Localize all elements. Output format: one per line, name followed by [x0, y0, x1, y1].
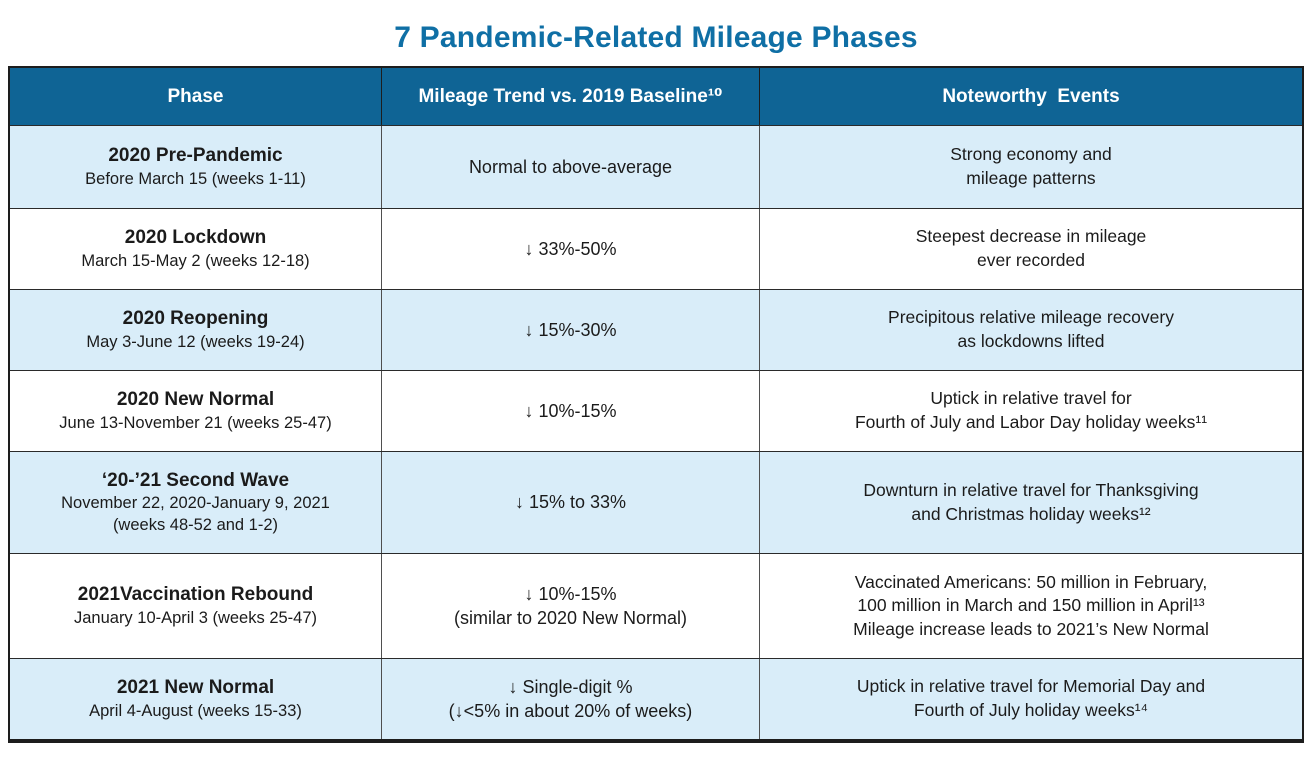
phase-name: 2021Vaccination Rebound: [77, 583, 314, 605]
events-cell: Downturn in relative travel for Thanksgi…: [760, 452, 1302, 553]
phase-name: 2020 Pre-Pandemic: [108, 144, 283, 166]
phase-dates: January 10-April 3 (weeks 25-47): [73, 608, 318, 627]
phase-dates: March 15-May 2 (weeks 12-18): [81, 251, 310, 270]
column-header-mileage-trend: Mileage Trend vs. 2019 Baseline¹⁰: [382, 68, 760, 125]
phase-name: 2021 New Normal: [116, 676, 275, 698]
table-row: ‘20-’21 Second Wave November 22, 2020-Ja…: [10, 451, 1302, 553]
phase-name: 2020 Reopening: [122, 307, 269, 329]
table-row: 2020 Reopening May 3-June 12 (weeks 19-2…: [10, 289, 1302, 370]
table-header-row: Phase Mileage Trend vs. 2019 Baseline¹⁰ …: [10, 68, 1302, 125]
table-row: 2021Vaccination Rebound January 10-April…: [10, 553, 1302, 658]
page-title: 7 Pandemic-Related Mileage Phases: [394, 21, 918, 54]
events-cell: Steepest decrease in mileage ever record…: [915, 226, 1147, 270]
phase-name: ‘20-’21 Second Wave: [101, 469, 290, 491]
trend-cell: ↓ 33%-50%: [382, 209, 760, 289]
trend-cell: ↓ 15%-30%: [382, 290, 760, 370]
phase-dates: April 4-August (weeks 15-33): [89, 701, 302, 720]
phase-dates: May 3-June 12 (weeks 19-24): [86, 332, 305, 351]
column-header-noteworthy-events: Noteworthy Events: [760, 68, 1302, 125]
phase-name: 2020 New Normal: [116, 388, 275, 410]
phase-name: 2020 Lockdown: [124, 226, 267, 248]
table-row: 2020 Pre-Pandemic Before March 15 (weeks…: [10, 125, 1302, 208]
trend-cell: ↓ 15% to 33%: [382, 452, 760, 553]
events-cell: Precipitous relative mileage recovery as…: [760, 290, 1302, 370]
table-row: 2021 New Normal April 4-August (weeks 15…: [10, 658, 1302, 739]
trend-cell: ↓ 10%-15% (similar to 2020 New Normal): [382, 554, 760, 658]
table-row: 2020 New Normal June 13-November 21 (wee…: [10, 370, 1302, 451]
column-header-phase: Phase: [10, 68, 382, 125]
phase-cell: ‘20-’21 Second Wave November 22, 2020-Ja…: [10, 452, 382, 553]
events-cell: Uptick in relative travel for Fourth of …: [854, 388, 1208, 432]
mileage-phases-table: Phase Mileage Trend vs. 2019 Baseline¹⁰ …: [8, 66, 1304, 743]
phase-cell: 2021 New Normal April 4-August (weeks 15…: [10, 659, 382, 739]
trend-cell: ↓ 10%-15%: [382, 371, 760, 451]
events-cell: Vaccinated Americans: 50 million in Febr…: [853, 571, 1209, 639]
trend-cell: Normal to above-average: [382, 126, 760, 208]
phase-dates: June 13-November 21 (weeks 25-47): [59, 413, 332, 432]
trend-cell: ↓ Single-digit % (↓<5% in about 20% of w…: [382, 659, 760, 739]
events-cell: Strong economy and mileage patterns: [760, 126, 1302, 208]
phase-cell: 2021Vaccination Rebound January 10-April…: [10, 554, 382, 658]
phase-cell: 2020 Lockdown March 15-May 2 (weeks 12-1…: [10, 209, 382, 289]
phase-dates: November 22, 2020-January 9, 2021 (weeks…: [61, 494, 330, 534]
table-row: 2020 Lockdown March 15-May 2 (weeks 12-1…: [10, 208, 1302, 289]
phase-cell: 2020 Pre-Pandemic Before March 15 (weeks…: [10, 126, 382, 208]
phase-dates: Before March 15 (weeks 1-11): [85, 169, 306, 188]
phase-cell: 2020 Reopening May 3-June 12 (weeks 19-2…: [10, 290, 382, 370]
events-cell: Uptick in relative travel for Memorial D…: [760, 659, 1302, 739]
phase-cell: 2020 New Normal June 13-November 21 (wee…: [10, 371, 382, 451]
